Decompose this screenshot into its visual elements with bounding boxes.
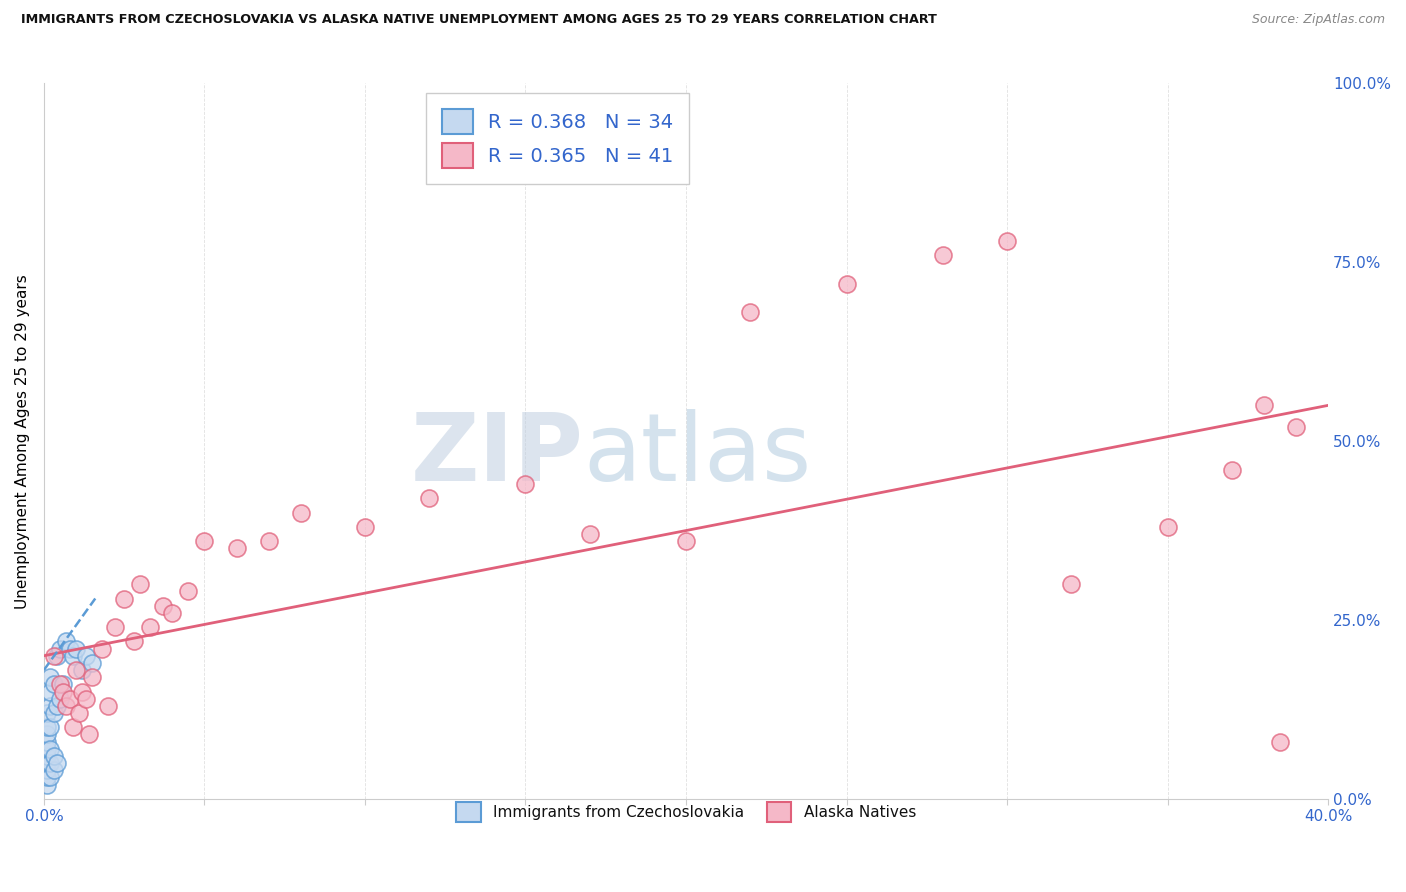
Point (49, 691, 72, 706)
Point (39, 720, 62, 734)
Point (39, 670, 62, 684)
Point (75, 691, 97, 706)
Point (103, 620, 125, 634)
Point (35, 734, 58, 748)
Point (58, 641, 80, 656)
Point (290, 506, 312, 520)
Point (39, 684, 62, 698)
Point (35, 770, 58, 784)
Point (62, 648, 84, 663)
Point (97, 698, 120, 713)
Point (257, 534, 280, 549)
Point (193, 534, 215, 549)
Point (39, 770, 62, 784)
Point (80, 656, 103, 670)
Point (578, 527, 600, 541)
Point (177, 584, 200, 599)
Point (162, 606, 184, 620)
Point (72, 663, 94, 677)
Point (35, 741, 58, 756)
Point (49, 641, 72, 656)
Point (35, 727, 58, 741)
Point (49, 677, 72, 691)
Point (75, 648, 97, 663)
Point (42, 648, 65, 663)
Point (835, 277, 858, 291)
Point (1253, 398, 1275, 412)
Point (45, 648, 67, 663)
Point (42, 677, 65, 691)
Point (39, 698, 62, 713)
Point (354, 520, 377, 534)
Point (52, 677, 75, 691)
Y-axis label: Unemployment Among Ages 25 to 29 years: Unemployment Among Ages 25 to 29 years (15, 274, 30, 608)
Point (90, 641, 112, 656)
Point (995, 234, 1018, 248)
Point (42, 706, 65, 720)
Point (55, 698, 77, 713)
Point (42, 748, 65, 763)
Point (80, 670, 103, 684)
Point (1060, 577, 1083, 591)
Point (39, 756, 62, 770)
Point (1220, 463, 1243, 477)
Point (72, 684, 94, 698)
Text: IMMIGRANTS FROM CZECHOSLOVAKIA VS ALASKA NATIVE UNEMPLOYMENT AMONG AGES 25 TO 29: IMMIGRANTS FROM CZECHOSLOVAKIA VS ALASKA… (21, 13, 936, 27)
Point (45, 756, 67, 770)
Point (67, 706, 90, 720)
Point (122, 634, 145, 648)
Point (139, 620, 162, 634)
Point (35, 748, 58, 763)
Point (35, 763, 58, 777)
Point (225, 541, 247, 556)
Point (45, 698, 67, 713)
Point (129, 577, 152, 591)
Point (35, 706, 58, 720)
Point (515, 477, 537, 491)
Point (35, 720, 58, 734)
Point (675, 534, 697, 549)
Point (65, 641, 87, 656)
Text: atlas: atlas (583, 409, 811, 501)
Point (418, 491, 440, 506)
Point (42, 763, 65, 777)
Point (152, 599, 174, 613)
Point (65, 663, 87, 677)
Point (112, 591, 135, 606)
Point (740, 305, 762, 319)
Text: Source: ZipAtlas.com: Source: ZipAtlas.com (1251, 13, 1385, 27)
Point (1156, 520, 1178, 534)
Point (55, 634, 77, 648)
Point (77, 727, 100, 741)
Point (58, 691, 80, 706)
Point (52, 684, 75, 698)
Point (35, 778, 58, 792)
Point (62, 720, 84, 734)
Legend: Immigrants from Czechoslovakia, Alaska Natives: Immigrants from Czechoslovakia, Alaska N… (444, 790, 928, 834)
Point (1285, 420, 1308, 434)
Text: ZIP: ZIP (411, 409, 583, 501)
Point (35, 756, 58, 770)
Point (932, 248, 955, 262)
Point (1268, 734, 1291, 748)
Point (39, 741, 62, 756)
